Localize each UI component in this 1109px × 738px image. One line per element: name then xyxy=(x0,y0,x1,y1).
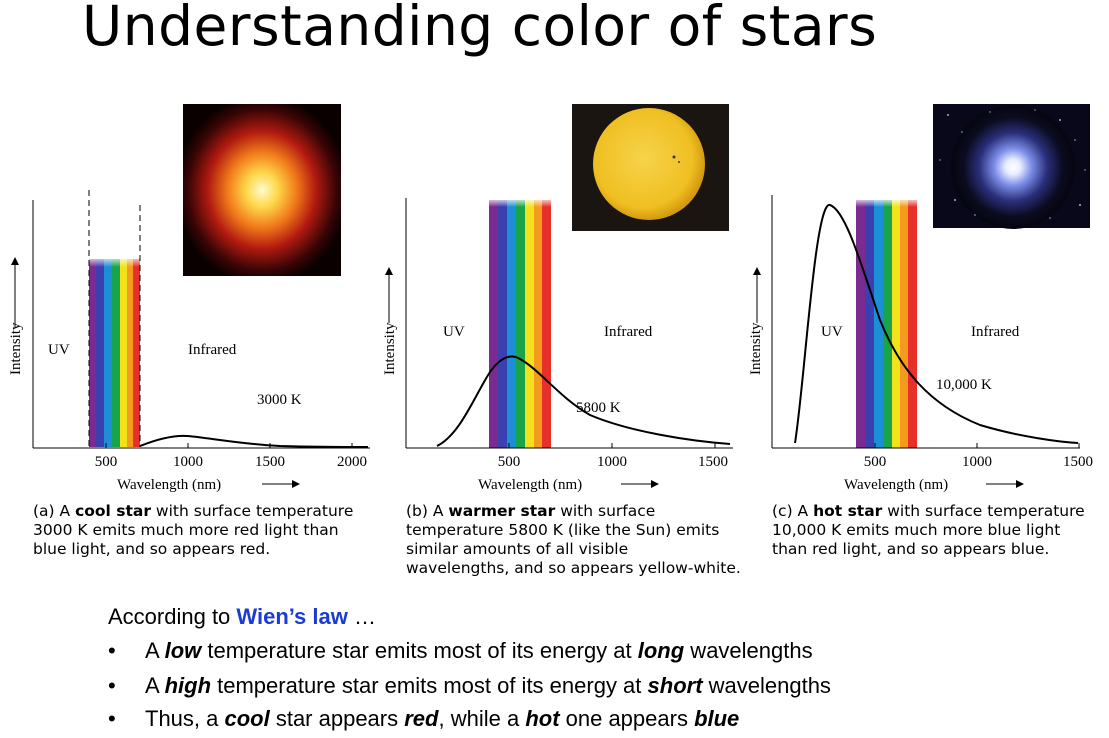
bullet-dot: • xyxy=(108,673,116,698)
bullet-3-text-3: , while a xyxy=(438,706,526,731)
spectrum-curve-b xyxy=(436,355,731,447)
blackbody-diagram: 500 1000 1500 2000 Wavelength (nm) UV In… xyxy=(8,104,1093,493)
tick-b-1000: 1000 xyxy=(597,454,627,470)
ir-label-a: Infrared xyxy=(188,342,237,358)
tick-c-1000: 1000 xyxy=(962,454,992,470)
tick-c-500: 500 xyxy=(864,454,887,470)
caption-a: (a) A cool star with surface temperature… xyxy=(33,502,353,559)
bullet-3-emph-4: blue xyxy=(694,706,740,731)
ylabel-a: Intensity xyxy=(8,322,24,375)
bullet-3-emph-3: hot xyxy=(525,706,560,731)
wien-intro-pre: According to xyxy=(108,604,237,629)
bullet-3-text-4: one appears xyxy=(559,706,695,731)
bullet-2: • A high temperature star emits most of i… xyxy=(108,673,831,699)
bullet-3-emph-2: red xyxy=(404,706,439,731)
spectrum-curve-a xyxy=(139,434,369,448)
bullet-1-text-3: wavelengths xyxy=(684,638,813,663)
ir-label-b: Infrared xyxy=(604,324,653,340)
bullet-3-text-2: star appears xyxy=(269,706,405,731)
tick-b-500: 500 xyxy=(498,454,521,470)
visible-spectrum-c xyxy=(856,197,917,448)
uv-label-b: UV xyxy=(443,324,465,340)
bullet-2-text: A xyxy=(145,673,165,698)
bullet-2-emph-1: high xyxy=(164,673,212,698)
bullet-1-text: A xyxy=(145,638,165,663)
caption-b-line3: similar amounts of all visible xyxy=(406,540,629,558)
caption-c-bold: hot star xyxy=(813,502,883,520)
slide-title: Understanding color of stars xyxy=(82,0,878,58)
panel-c: 500 1000 1500 Wavelength (nm) UV Infrare… xyxy=(748,104,1093,493)
bullet-1-emph-2: long xyxy=(637,638,685,663)
caption-a-line1: with surface temperature xyxy=(151,502,354,520)
caption-c-line1: with surface temperature xyxy=(882,502,1085,520)
red-star-photo xyxy=(183,104,341,276)
bullet-1-emph-1: low xyxy=(164,638,202,663)
sun-photo xyxy=(572,104,729,231)
bullet-2-text-3: wavelengths xyxy=(702,673,831,698)
uv-label-a: UV xyxy=(48,342,70,358)
tick-a-2000: 2000 xyxy=(337,454,367,470)
caption-a-line3: blue light, and so appears red. xyxy=(33,540,271,558)
spectrum-curve-c xyxy=(794,203,1079,444)
caption-b: (b) A warmer star with surface temperatu… xyxy=(406,502,741,578)
visible-spectrum-a xyxy=(89,255,140,447)
bullet-3: • Thus, a cool star appears red, while a … xyxy=(108,706,739,732)
caption-a-bold: cool star xyxy=(75,502,151,520)
blue-star-photo xyxy=(933,104,1090,229)
tick-c-1500: 1500 xyxy=(1063,454,1093,470)
tick-a-1000: 1000 xyxy=(173,454,203,470)
ir-label-c: Infrared xyxy=(971,324,1020,340)
tick-a-500: 500 xyxy=(95,454,118,470)
bullet-3-emph-1: cool xyxy=(224,706,270,731)
bullet-2-emph-2: short xyxy=(647,673,703,698)
caption-c-line3: than red light, and so appears blue. xyxy=(772,540,1050,558)
bullet-1: • A low temperature star emits most of it… xyxy=(108,638,813,664)
caption-a-prefix: (a) A xyxy=(33,502,76,520)
panel-b: 500 1000 1500 Wavelength (nm) UV Infrare… xyxy=(382,104,733,493)
caption-c: (c) A hot star with surface temperature … xyxy=(772,502,1085,559)
wien-intro: According to Wien’s law … xyxy=(108,604,376,630)
temp-label-b: 5800 K xyxy=(576,400,621,416)
bullet-dot: • xyxy=(108,638,116,663)
xlabel-a: Wavelength (nm) xyxy=(117,477,221,493)
visible-spectrum-b xyxy=(489,197,551,448)
caption-b-line2: temperature 5800 K (like the Sun) emits xyxy=(406,521,720,539)
caption-b-prefix: (b) A xyxy=(406,502,449,520)
caption-a-line2: 3000 K emits much more red light than xyxy=(33,521,339,539)
caption-b-line4: wavelengths, and so appears yellow-white… xyxy=(406,559,741,577)
wien-intro-post: … xyxy=(347,604,376,629)
tick-b-1500: 1500 xyxy=(698,454,728,470)
tick-a-1500: 1500 xyxy=(255,454,285,470)
caption-b-line1: with surface xyxy=(555,502,656,520)
wien-law-link: Wien’s law xyxy=(236,604,348,629)
caption-c-line2: 10,000 K emits much more blue light xyxy=(772,521,1061,539)
caption-b-bold: warmer star xyxy=(448,502,556,520)
bullet-1-text-2: temperature star emits most of its energ… xyxy=(201,638,638,663)
bullet-3-text: Thus, a xyxy=(145,706,225,731)
caption-c-prefix: (c) A xyxy=(772,502,814,520)
panel-a: 500 1000 1500 2000 Wavelength (nm) UV In… xyxy=(8,104,370,493)
bullet-2-text-2: temperature star emits most of its energ… xyxy=(211,673,648,698)
xlabel-b: Wavelength (nm) xyxy=(478,477,582,493)
xlabel-c: Wavelength (nm) xyxy=(844,477,948,493)
ylabel-c: Intensity xyxy=(748,322,764,375)
temp-label-a: 3000 K xyxy=(257,392,302,408)
temp-label-c: 10,000 K xyxy=(936,377,992,393)
uv-label-c: UV xyxy=(821,324,843,340)
ylabel-b: Intensity xyxy=(382,322,398,375)
bullet-dot: • xyxy=(108,706,116,731)
